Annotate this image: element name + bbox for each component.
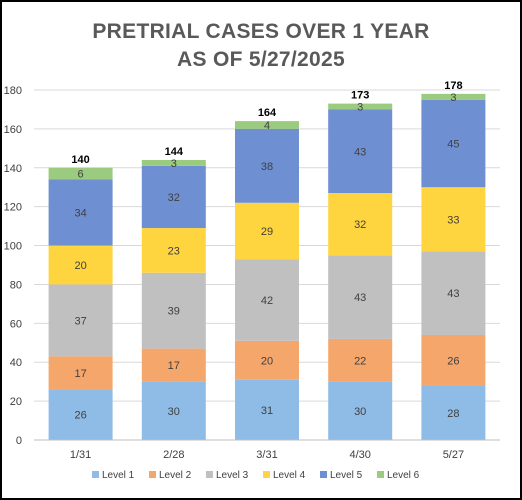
legend-label: Level 3 <box>216 470 249 481</box>
bar-segment <box>421 335 486 386</box>
segment-value-label: 30 <box>168 406 180 418</box>
segment-value-label: 43 <box>447 288 459 300</box>
segment-value-label: 43 <box>354 292 366 304</box>
segment-value-label: 38 <box>261 161 273 173</box>
segment-value-label: 3 <box>357 102 363 114</box>
segment-value-label: 32 <box>168 192 180 204</box>
legend-swatch <box>320 471 327 478</box>
x-tick-label: 4/30 <box>349 449 370 461</box>
y-tick-label: 180 <box>4 85 22 97</box>
y-tick-label: 120 <box>4 202 22 214</box>
legend-swatch <box>149 471 156 478</box>
bar-segment <box>328 338 393 382</box>
segment-value-label: 28 <box>447 408 459 420</box>
legend-swatch <box>377 471 384 478</box>
bar-segment <box>421 93 486 100</box>
legend-label: Level 4 <box>273 470 306 481</box>
segment-value-label: 23 <box>168 245 180 257</box>
segment-value-label: 43 <box>354 146 366 158</box>
bar-total-label: 144 <box>165 146 184 158</box>
bar-segment <box>421 99 486 188</box>
legend-label: Level 5 <box>330 470 363 481</box>
bar-total-label: 140 <box>71 154 89 166</box>
segment-value-label: 42 <box>261 295 273 307</box>
bar-segment <box>48 389 113 440</box>
y-tick-label: 160 <box>4 124 22 136</box>
segment-value-label: 17 <box>168 360 180 372</box>
legend-label: Level 1 <box>102 470 135 481</box>
y-tick-label: 0 <box>16 435 22 447</box>
bar-segment <box>421 251 486 335</box>
x-tick-label: 5/27 <box>443 449 464 461</box>
bar-segment <box>141 348 206 382</box>
bar-segment <box>328 193 393 256</box>
y-tick-label: 100 <box>4 241 22 253</box>
bar-segment <box>421 385 486 440</box>
segment-value-label: 20 <box>261 355 273 367</box>
y-tick-label: 140 <box>4 163 22 175</box>
segment-value-label: 31 <box>261 405 273 417</box>
segment-value-label: 26 <box>74 410 86 422</box>
bar-segment <box>235 202 299 260</box>
bar-segment <box>48 179 113 246</box>
y-tick-label: 80 <box>10 279 22 291</box>
segment-value-label: 17 <box>74 368 86 380</box>
chart-title-line-2: AS OF 5/27/2025 <box>177 48 345 71</box>
bar-segment <box>421 187 486 252</box>
segment-value-label: 6 <box>78 169 84 181</box>
segment-value-label: 3 <box>171 158 177 170</box>
x-tick-label: 3/31 <box>256 449 277 461</box>
y-tick-label: 60 <box>10 318 22 330</box>
segment-value-label: 30 <box>354 406 366 418</box>
segment-value-label: 20 <box>74 260 86 272</box>
segment-value-label: 33 <box>447 214 459 226</box>
x-tick-label: 2/28 <box>163 449 184 461</box>
legend-label: Level 6 <box>387 470 420 481</box>
segment-value-label: 45 <box>447 138 459 150</box>
x-tick-label: 1/31 <box>70 449 91 461</box>
bar-segment <box>328 381 393 440</box>
bar-total-label: 164 <box>258 107 277 119</box>
legend-swatch <box>92 471 99 478</box>
segment-value-label: 3 <box>450 92 456 104</box>
bar-segment <box>141 160 206 166</box>
bar-segment <box>48 284 113 357</box>
bar-segment <box>48 245 113 285</box>
bar-segment <box>235 121 299 129</box>
segment-value-label: 4 <box>264 120 270 132</box>
segment-value-label: 29 <box>261 226 273 238</box>
y-tick-label: 20 <box>10 396 22 408</box>
segment-value-label: 32 <box>354 219 366 231</box>
bar-segment <box>235 259 299 341</box>
legend-swatch <box>206 471 213 478</box>
bar-segment <box>141 272 206 349</box>
bar-segment <box>235 128 299 203</box>
bar-segment <box>328 103 393 110</box>
segment-value-label: 22 <box>354 355 366 367</box>
bar-total-label: 173 <box>351 90 369 102</box>
bar-total-label: 178 <box>444 80 462 92</box>
chart-title-line-1: PRETRIAL CASES OVER 1 YEAR <box>92 20 430 43</box>
bar-segment <box>328 109 393 194</box>
y-tick-label: 40 <box>10 357 22 369</box>
bar-segment <box>141 165 206 229</box>
bar-segment <box>328 255 393 339</box>
bar-segment <box>48 167 113 180</box>
bar-segment <box>141 228 206 273</box>
legend-swatch <box>263 471 270 478</box>
bar-segment <box>235 379 299 440</box>
segment-value-label: 37 <box>74 315 86 327</box>
bar-segment <box>141 381 206 440</box>
bar-segment <box>48 356 113 390</box>
segment-value-label: 34 <box>74 208 86 220</box>
legend-label: Level 2 <box>159 470 192 481</box>
segment-value-label: 39 <box>168 306 180 318</box>
bar-segment <box>235 340 299 380</box>
segment-value-label: 26 <box>447 355 459 367</box>
